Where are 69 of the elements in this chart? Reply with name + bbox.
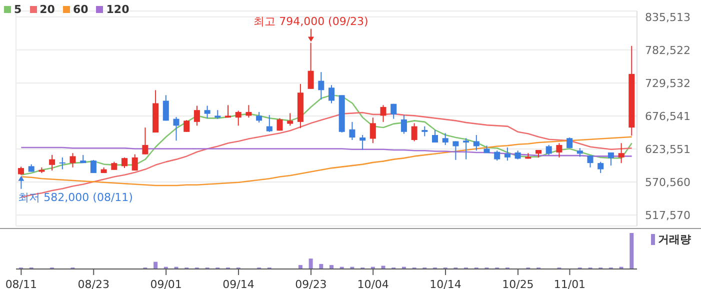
candlestick xyxy=(370,117,376,144)
candlestick xyxy=(556,142,562,158)
candlestick xyxy=(422,126,428,137)
candlestick xyxy=(90,159,96,174)
candlestick xyxy=(328,84,334,104)
legend-label: 거래량 xyxy=(658,232,691,247)
candlestick xyxy=(608,152,614,166)
candlestick xyxy=(587,155,594,168)
candlestick xyxy=(287,112,294,126)
candlestick xyxy=(70,152,76,168)
candlestick xyxy=(132,154,138,172)
legend-label: 20 xyxy=(40,3,55,16)
candlestick xyxy=(380,104,386,122)
candlestick xyxy=(59,156,66,170)
candlestick xyxy=(142,127,148,155)
candlestick xyxy=(194,105,200,126)
annotation: 최저 582,000 (08/11) xyxy=(18,190,133,204)
y-tick-label: 835,513 xyxy=(645,10,690,24)
x-tick-label: 11/01 xyxy=(554,278,586,289)
bar xyxy=(308,258,313,269)
candlestick xyxy=(546,144,552,156)
x-tick-label: 10/14 xyxy=(430,278,462,289)
candlestick xyxy=(442,132,448,146)
annotation: 최고 794,000 (09/23) xyxy=(254,14,368,28)
y-tick-label: 517,570 xyxy=(645,208,690,222)
candlestick xyxy=(162,94,169,122)
x-tick-label: 08/23 xyxy=(78,278,110,289)
x-tick-label: 09/23 xyxy=(295,278,327,289)
candlestick xyxy=(618,142,624,164)
candlestick xyxy=(276,118,283,132)
candlestick xyxy=(349,121,356,140)
candlestick xyxy=(204,105,210,119)
y-tick-label: 676,541 xyxy=(645,110,690,123)
candlestick xyxy=(122,156,128,169)
candlestick xyxy=(225,104,231,118)
candlestick xyxy=(504,146,510,162)
candlestick xyxy=(318,72,324,100)
candlestick xyxy=(432,130,438,143)
candlestick xyxy=(266,114,272,132)
candlestick xyxy=(390,103,397,120)
candlestick xyxy=(473,134,480,152)
candlestick xyxy=(360,134,366,150)
x-tick-label: 10/25 xyxy=(502,278,534,289)
candlestick xyxy=(598,161,604,174)
candlestick xyxy=(452,140,459,160)
bar xyxy=(154,262,158,269)
candlestick xyxy=(184,120,190,132)
x-tick-label: 09/01 xyxy=(150,278,182,289)
y-tick-label: 570,560 xyxy=(645,176,690,189)
candlestick xyxy=(400,114,407,134)
bar xyxy=(630,233,634,269)
candlestick xyxy=(411,122,418,142)
candlestick xyxy=(494,150,500,162)
x-tick-label: 10/04 xyxy=(357,278,389,289)
candlestick xyxy=(235,110,242,126)
candlestick xyxy=(173,116,180,142)
y-tick-label: 782,522 xyxy=(645,44,690,57)
legend-label: 60 xyxy=(72,3,88,16)
legend-label: 5 xyxy=(14,3,22,16)
candlestick xyxy=(246,104,252,118)
y-tick-label: 729,532 xyxy=(645,76,690,90)
x-tick-label: 08/11 xyxy=(5,278,38,289)
candlestick xyxy=(308,42,314,90)
candlestick xyxy=(49,154,56,172)
candlestick xyxy=(256,111,262,124)
y-tick-label: 623,551 xyxy=(645,142,690,156)
x-tick-label: 09/14 xyxy=(222,278,254,289)
legend-label: 120 xyxy=(106,3,130,16)
candlestick xyxy=(463,138,470,160)
